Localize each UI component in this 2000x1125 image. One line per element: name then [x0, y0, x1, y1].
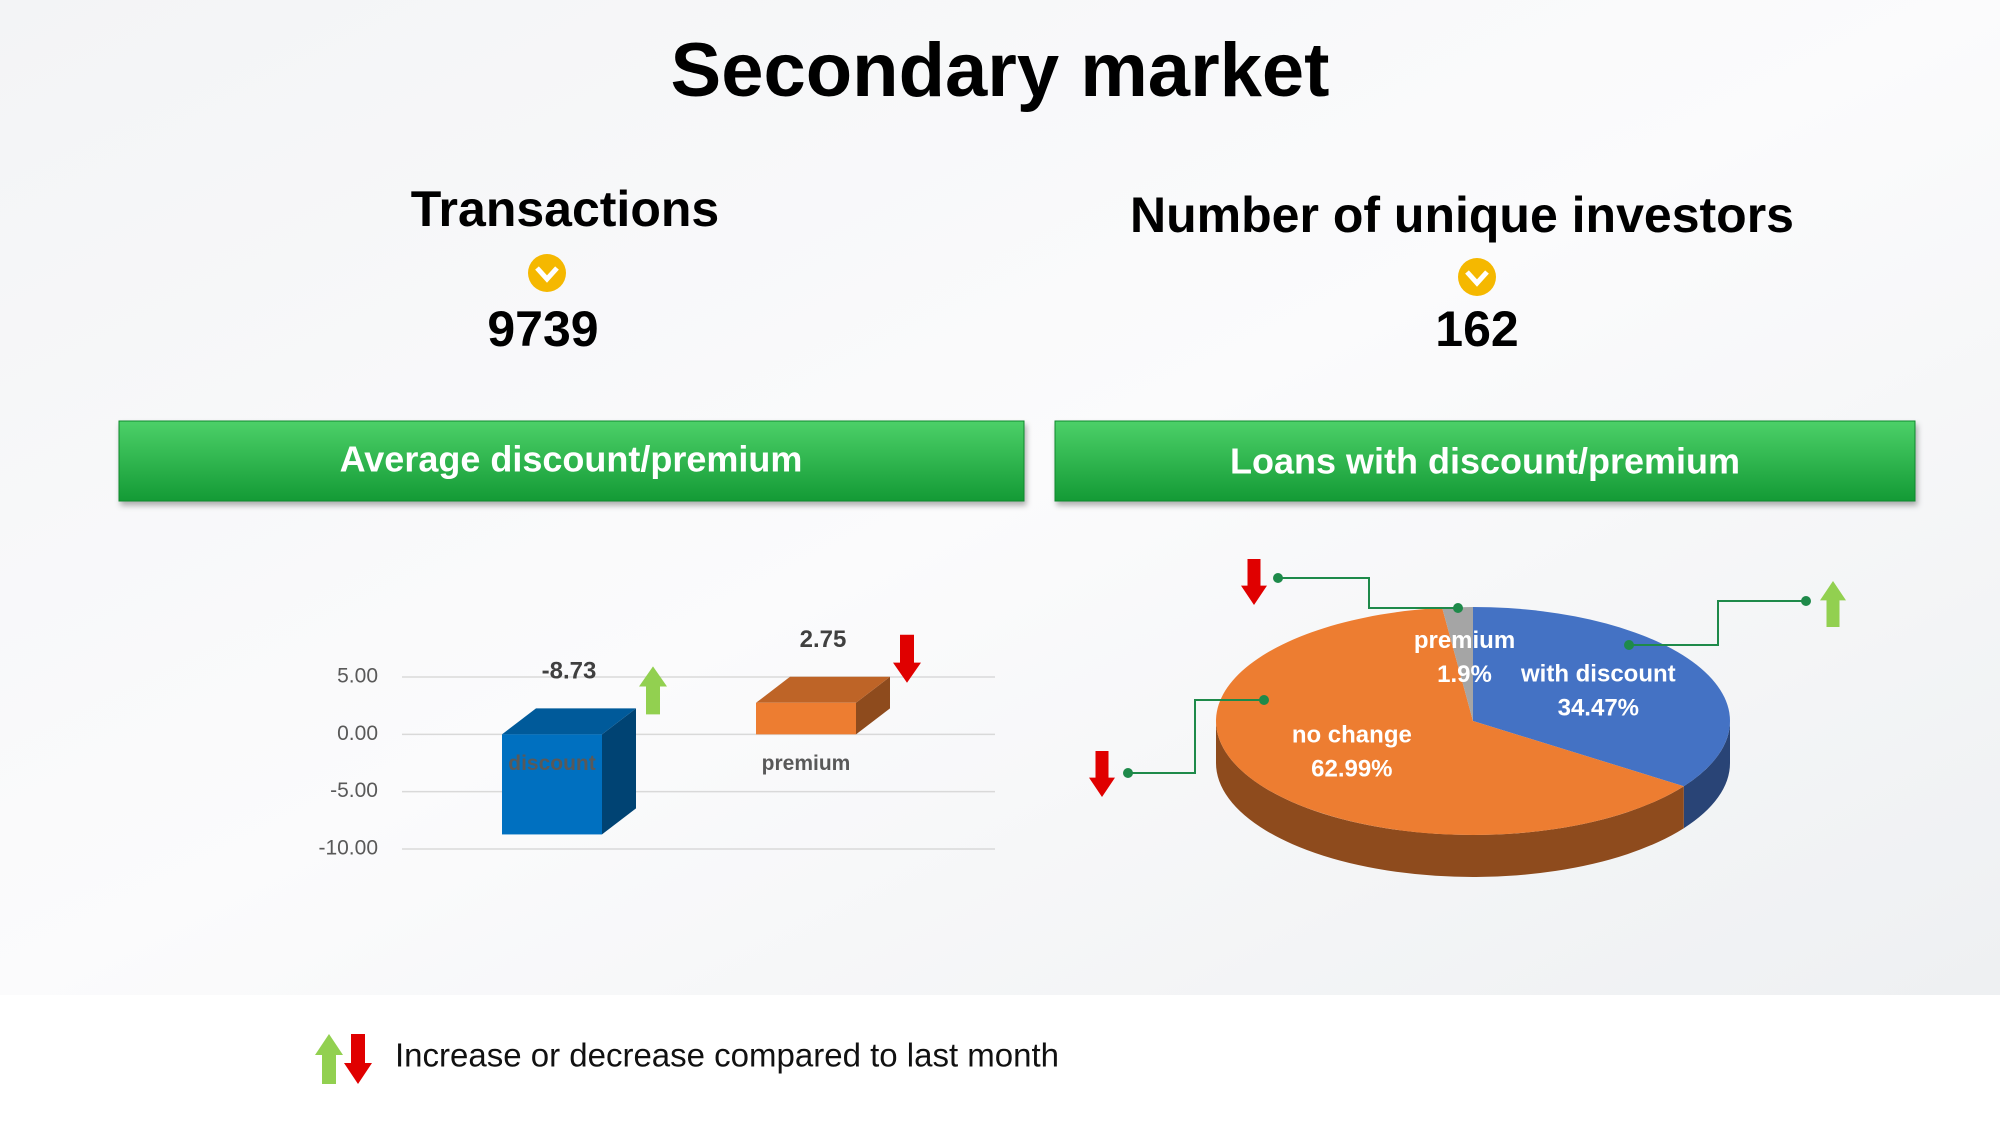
banner-title: Loans with discount/premium — [1230, 441, 1740, 482]
trend-arrow — [1241, 559, 1267, 605]
leader-dot — [1273, 573, 1283, 583]
pie-label: with discount — [1520, 660, 1676, 687]
legend — [315, 1034, 372, 1084]
pie-label: no change — [1292, 722, 1412, 749]
leader-line — [1629, 600, 1806, 646]
slide-title: Secondary market — [671, 28, 1330, 113]
bar-top-face — [502, 708, 636, 735]
pie-chart: with discount 34.47% no change 62.99% premiu… — [1089, 559, 1846, 878]
trend-arrow — [1089, 751, 1115, 797]
pie-side — [1216, 721, 1684, 878]
leader-dot — [1453, 603, 1463, 613]
x-tick-label: discount — [508, 752, 596, 775]
trend-arrow — [1820, 581, 1846, 627]
y-tick-label: -5.00 — [330, 779, 378, 802]
bar-top-face — [756, 676, 890, 703]
kpi-label: Transactions — [411, 181, 719, 237]
bar — [756, 702, 856, 735]
bar-side-face — [856, 676, 890, 735]
leader-dot — [1259, 695, 1269, 705]
bar — [502, 734, 602, 835]
y-tick-label: 0.00 — [337, 722, 378, 745]
pie-label: premium — [1414, 627, 1515, 654]
kpi-value: 162 — [1435, 301, 1518, 357]
chevron-icon — [1458, 258, 1496, 296]
banner — [1054, 420, 1916, 502]
chevron-icon — [528, 254, 566, 292]
legend-text: Increase or decrease compared to last mo… — [395, 1037, 1059, 1074]
pie-side — [1683, 721, 1730, 829]
leader-line — [1278, 577, 1458, 609]
data-label: 2.75 — [800, 626, 847, 653]
pie-value-label: 62.99% — [1311, 756, 1392, 783]
y-tick-label: 5.00 — [337, 665, 378, 688]
bar-side-face — [602, 708, 636, 835]
banner-title: Average discount/premium — [340, 439, 803, 480]
trend-arrow — [893, 634, 921, 683]
pie-slice — [1473, 607, 1730, 787]
leader-dot — [1624, 640, 1634, 650]
leader-dot — [1801, 596, 1811, 606]
leader-line — [1128, 699, 1264, 774]
trend-arrow — [344, 1034, 372, 1084]
kpi-label: Number of unique investors — [1130, 187, 1794, 243]
banner — [118, 420, 1025, 502]
pie-slice — [1216, 607, 1684, 835]
x-tick-label: premium — [762, 752, 851, 775]
leader-dot — [1123, 768, 1133, 778]
bar-chart: -10.00 -5.00 0.00 5.00 -8.73 discount 2.75 prem… — [318, 626, 995, 860]
trend-arrow — [639, 666, 667, 715]
kpi-value: 9739 — [487, 301, 598, 357]
y-tick-label: -10.00 — [318, 837, 378, 860]
data-label: -8.73 — [542, 658, 597, 685]
pie-slice — [1442, 607, 1473, 721]
pie-value-label: 34.47% — [1558, 694, 1639, 721]
trend-arrow — [315, 1034, 343, 1084]
pie-value-label: 1.9% — [1437, 661, 1492, 688]
